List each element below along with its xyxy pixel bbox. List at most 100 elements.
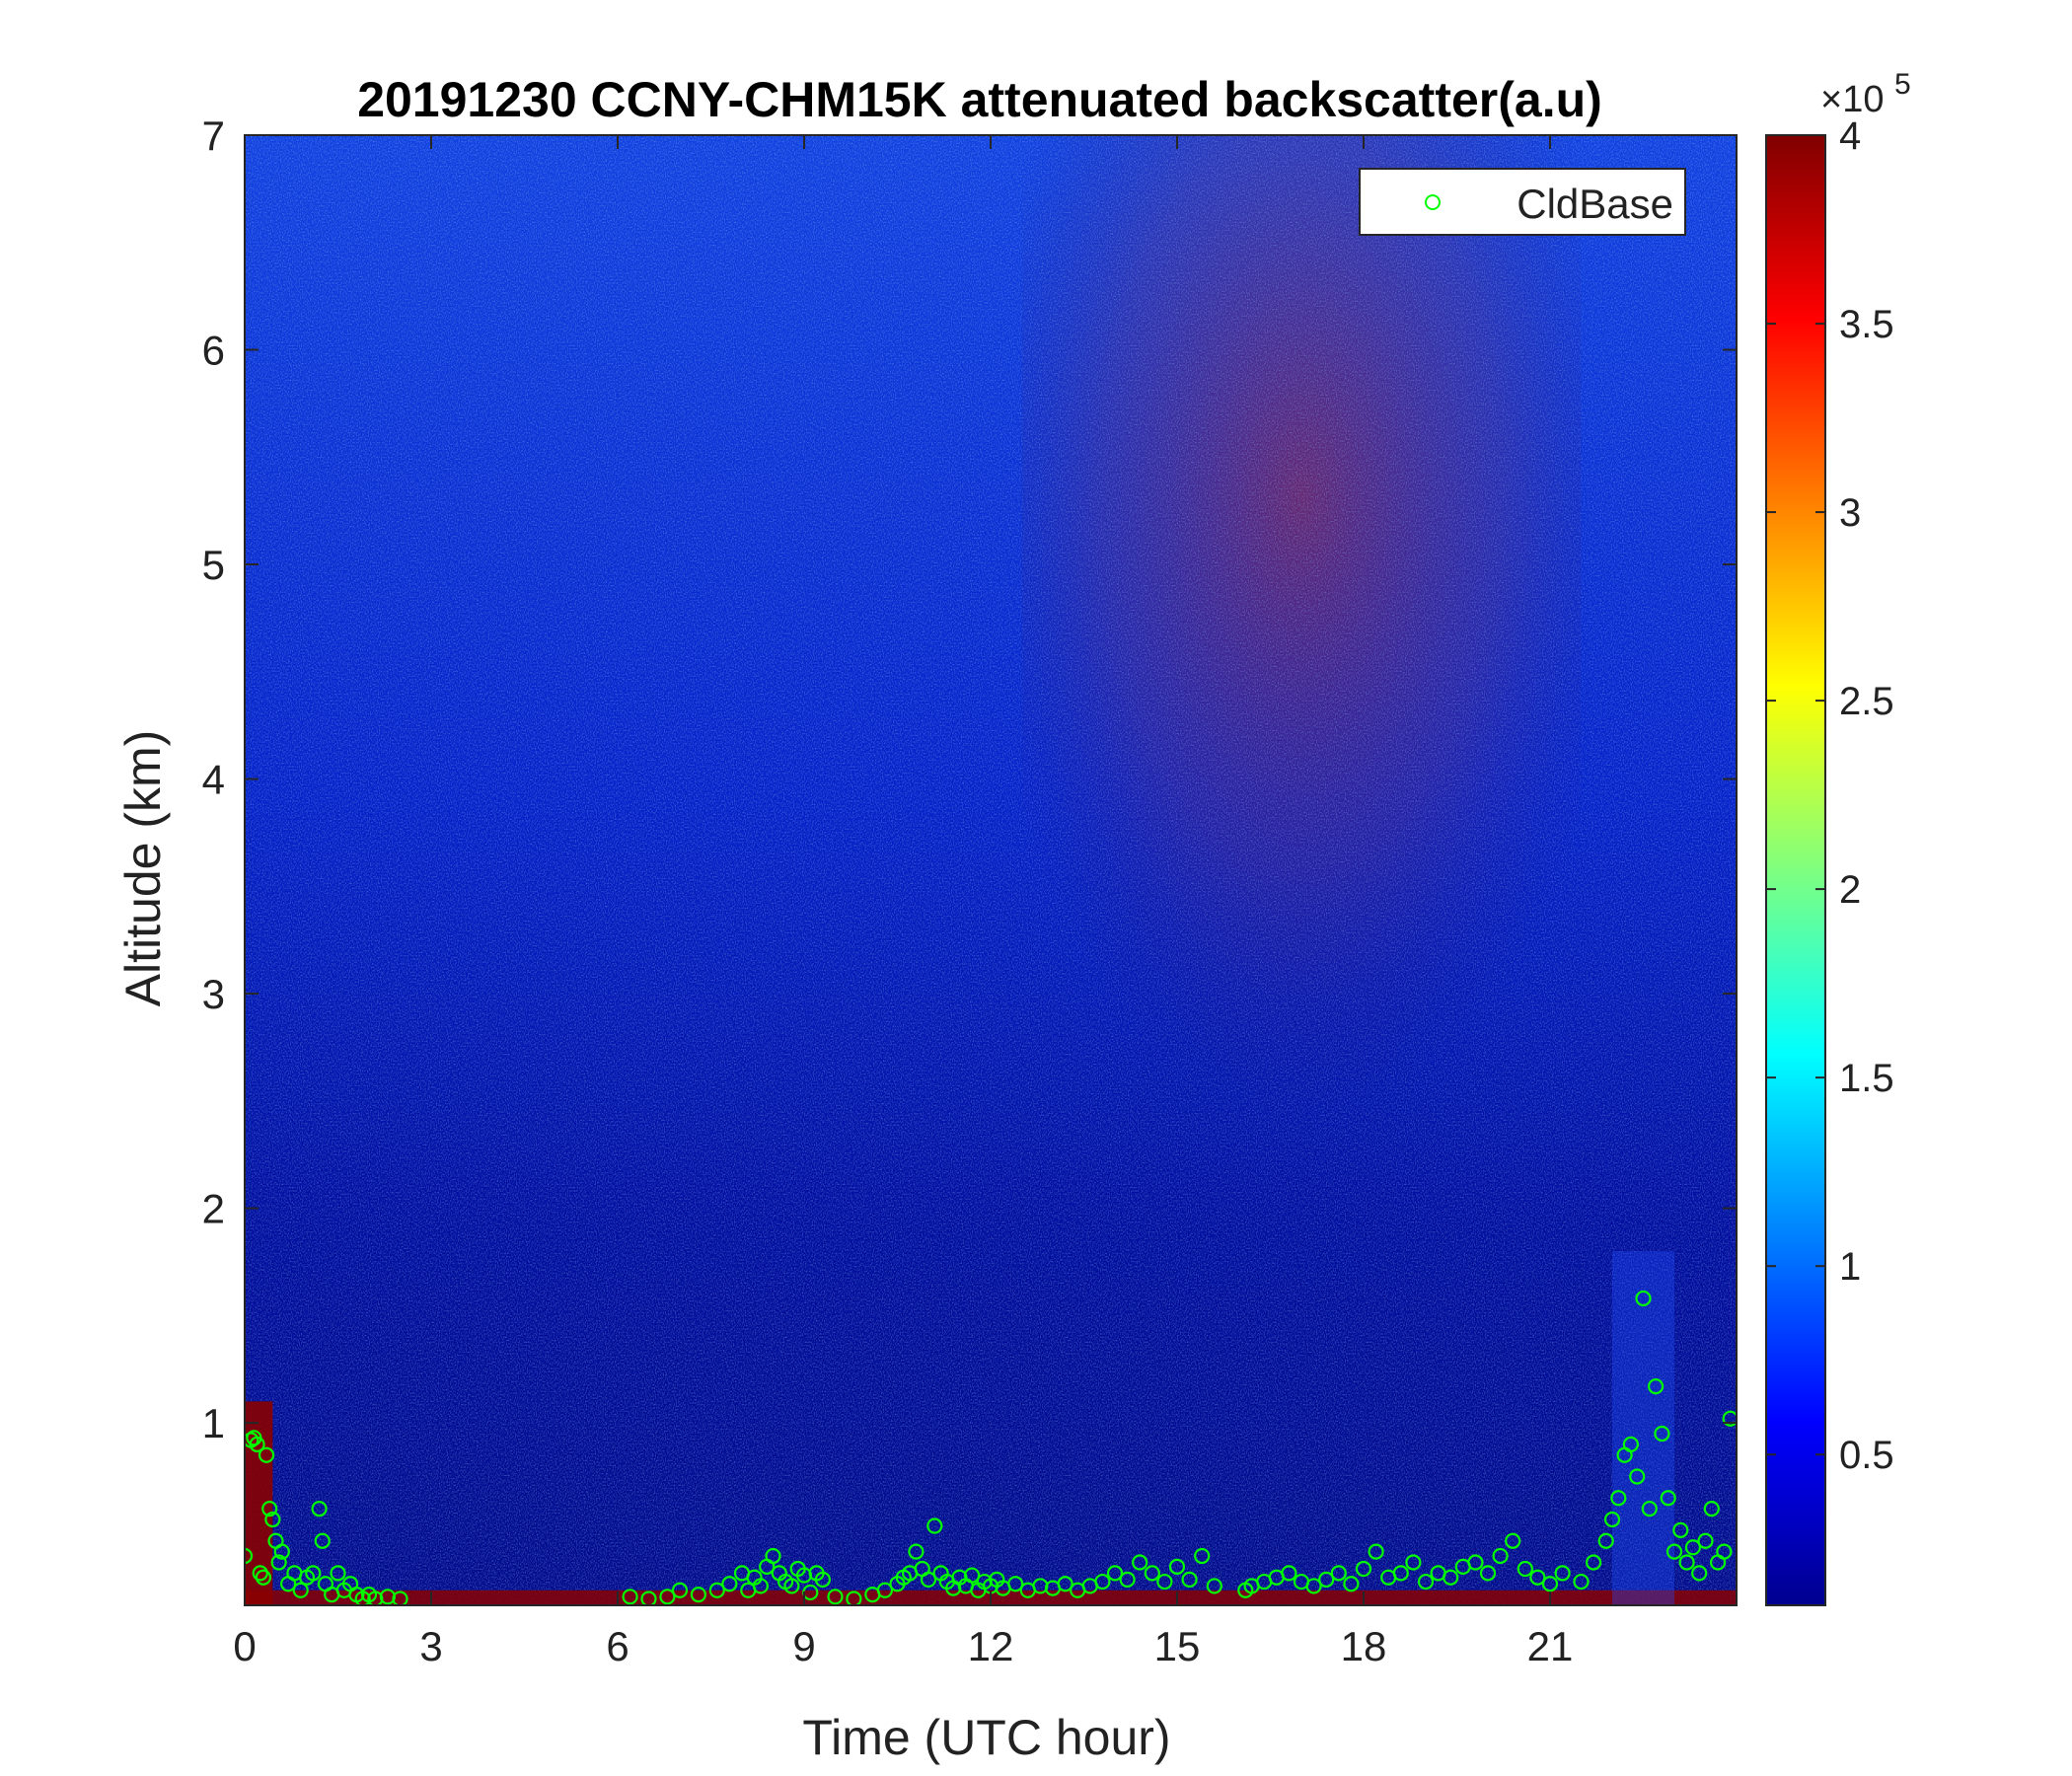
cldbase-point [261, 1501, 278, 1517]
y-tick-label: 1 [202, 1400, 225, 1446]
cldbase-point [752, 1578, 770, 1594]
colorbar-tick-label: 0.5 [1839, 1434, 1894, 1477]
x-tick-label: 15 [1154, 1623, 1201, 1669]
cldbase-point [1573, 1573, 1590, 1591]
cldbase-point [1541, 1576, 1559, 1592]
cldbase-point [1281, 1565, 1297, 1582]
cldbase-point [708, 1582, 725, 1598]
cldbase-point [273, 1543, 290, 1560]
cldbase-point [1684, 1539, 1702, 1556]
cldbase-point [783, 1578, 800, 1594]
cldbase-point [1622, 1436, 1640, 1452]
x-tick-label: 3 [419, 1623, 442, 1669]
x-tick-label: 0 [233, 1623, 256, 1669]
cldbase-point [1206, 1578, 1222, 1594]
cldbase-point [314, 1532, 331, 1549]
cldbase-point [1492, 1547, 1509, 1565]
cldbase-point [1641, 1501, 1658, 1517]
cldbase-point [1181, 1571, 1198, 1588]
cldbase-point [1355, 1560, 1372, 1578]
colorbar-tick-label: 3 [1839, 491, 1861, 535]
x-tick-label: 21 [1527, 1623, 1574, 1669]
cldbase-point [1156, 1573, 1173, 1591]
y-tick-label: 7 [202, 112, 225, 159]
cldbase-point [1007, 1576, 1024, 1592]
cldbase-point [249, 1436, 265, 1452]
x-tick-label: 6 [606, 1623, 629, 1669]
cldbase-point [1716, 1543, 1733, 1560]
cldbase-point [765, 1547, 781, 1565]
cldbase-point [1443, 1569, 1459, 1586]
cldbase-point [814, 1571, 832, 1588]
y-tick-label: 5 [202, 542, 225, 588]
cldbase-point [1629, 1468, 1646, 1485]
low-cloud-late [1612, 1251, 1674, 1605]
cldbase-point [1597, 1532, 1614, 1549]
cldbase-point [245, 1547, 254, 1565]
cldbase-point [1132, 1554, 1148, 1571]
cldbase-point [1610, 1490, 1627, 1507]
y-axis-ticks: 1 2 3 4 5 6 7 [202, 112, 1737, 1446]
cldbase-point [1585, 1554, 1602, 1571]
y-tick-label: 3 [202, 971, 225, 1017]
cldbase-point [827, 1589, 844, 1605]
y-tick-label: 2 [202, 1186, 225, 1232]
cldbase-point [1330, 1565, 1347, 1582]
legend-label-cldbase: CldBase [1517, 181, 1673, 227]
colorbar-gradient [1765, 134, 1826, 1606]
cldbase-point [392, 1591, 408, 1605]
x-axis-label: Time (UTC hour) [802, 1710, 1170, 1765]
plot-area [245, 135, 1737, 1605]
colorbar-tick-label: 1.5 [1839, 1057, 1894, 1100]
heatmap-noise-texture [245, 135, 1737, 1605]
cldbase-point [252, 1565, 268, 1582]
cldbase-point [1603, 1511, 1621, 1528]
cldbase-point [1722, 1410, 1737, 1427]
cldbase-point [1467, 1554, 1484, 1571]
cloud-base-markers [245, 1290, 1737, 1605]
cldbase-point [1665, 1543, 1683, 1560]
cldbase-point [1343, 1576, 1360, 1592]
cldbase-point [640, 1591, 657, 1605]
cldbase-point [1529, 1569, 1546, 1586]
cldbase-point [1654, 1425, 1670, 1443]
x-tick-label: 12 [968, 1623, 1014, 1669]
cldbase-point [1368, 1543, 1384, 1560]
cldbase-point [1635, 1290, 1652, 1307]
colorbar-tick-label: 2.5 [1839, 680, 1894, 723]
cldbase-point [1194, 1547, 1211, 1565]
cldbase-point [1660, 1490, 1676, 1507]
cldbase-point [1505, 1532, 1521, 1549]
cldbase-point [255, 1569, 271, 1586]
legend[interactable]: CldBase [1359, 168, 1686, 236]
cldbase-point [659, 1589, 676, 1605]
cldbase-point [1479, 1565, 1497, 1582]
cldbase-point [1703, 1501, 1720, 1517]
x-axis-ticks: 0 3 6 9 12 15 18 21 [233, 135, 1573, 1669]
cldbase-point [876, 1582, 894, 1598]
cldbase-point [963, 1567, 981, 1584]
cldbase-point [622, 1589, 638, 1605]
cldbase-point [311, 1501, 328, 1517]
cldbase-point [846, 1591, 862, 1605]
cldbase-point [671, 1582, 689, 1598]
cldbase-point [1697, 1532, 1714, 1549]
cldbase-point [1106, 1565, 1124, 1582]
cldbase-point [1554, 1565, 1571, 1582]
colorbar-multiplier-exponent: 5 [1894, 68, 1911, 101]
cldbase-point [258, 1446, 275, 1463]
cldbase-point [1647, 1378, 1665, 1395]
cldbase-point [690, 1587, 707, 1603]
cldbase-point [908, 1543, 925, 1560]
chart-title: 20191230 CCNY-CHM15K attenuated backscat… [357, 72, 1602, 127]
cldbase-point [1405, 1554, 1422, 1571]
cldbase-point [920, 1571, 937, 1588]
colorbar-ticks: 0.5 1 1.5 2 2.5 3 3.5 4 [1766, 114, 1894, 1477]
colorbar-tick-label: 1 [1839, 1245, 1861, 1289]
cldbase-point [330, 1565, 346, 1582]
cldbase-point [1305, 1578, 1322, 1594]
cldbase-point [926, 1517, 943, 1534]
cldbase-point [1318, 1571, 1335, 1588]
colorbar-tick-label: 4 [1839, 114, 1861, 158]
